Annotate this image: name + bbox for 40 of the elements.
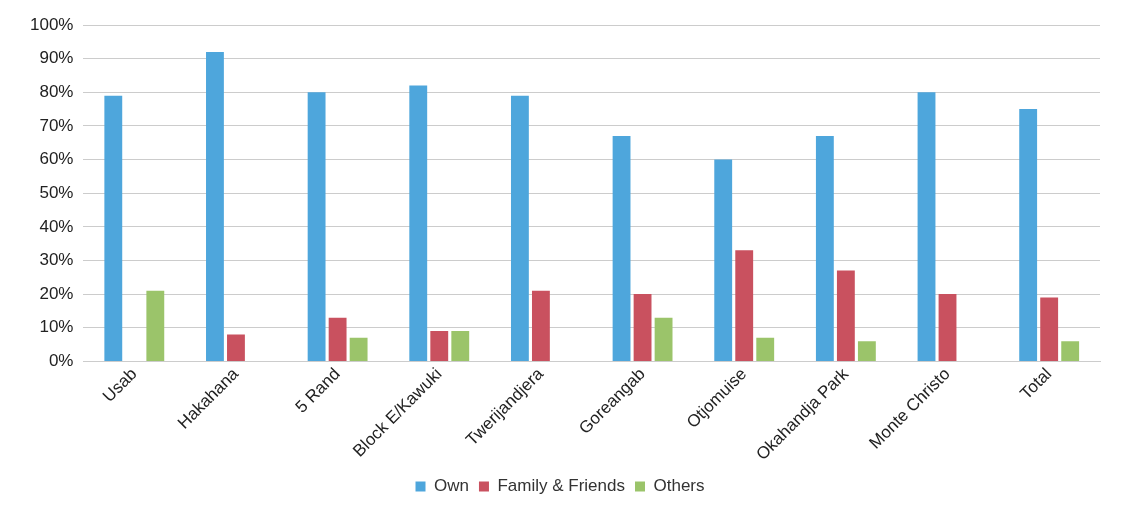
y-tick-label: 20% xyxy=(39,283,74,303)
bar xyxy=(146,290,165,361)
bar xyxy=(938,294,957,361)
bar xyxy=(307,92,326,361)
legend-label: Family & Friends xyxy=(497,476,625,496)
bar xyxy=(612,136,631,361)
bar xyxy=(104,95,123,361)
y-tick-label: 70% xyxy=(39,115,74,135)
y-tick-label: 30% xyxy=(39,250,74,270)
bar xyxy=(1061,341,1080,361)
bar xyxy=(328,317,347,361)
bar xyxy=(917,92,936,361)
bar xyxy=(815,136,834,361)
bar xyxy=(430,331,449,361)
legend-label: Own xyxy=(434,476,469,496)
bar xyxy=(714,159,733,361)
bar xyxy=(857,341,876,361)
bar xyxy=(735,250,754,361)
bar xyxy=(1040,297,1059,361)
bar xyxy=(756,337,775,361)
y-tick-label: 80% xyxy=(39,81,74,101)
bar xyxy=(349,337,368,361)
bar xyxy=(531,290,550,361)
bar xyxy=(206,51,224,361)
bar xyxy=(227,334,245,361)
y-tick-label: 50% xyxy=(39,182,74,202)
y-tick-label: 90% xyxy=(39,48,74,68)
legend-label: Others xyxy=(653,476,705,496)
y-tick-label: 100% xyxy=(30,14,74,34)
y-tick-label: 60% xyxy=(39,149,74,169)
bar xyxy=(409,85,428,361)
y-tick-label: 10% xyxy=(39,317,74,337)
bar xyxy=(510,95,529,361)
bar xyxy=(633,294,652,361)
bar xyxy=(654,317,673,361)
bar xyxy=(1019,109,1038,361)
y-tick-label: 0% xyxy=(48,351,74,371)
y-tick-label: 40% xyxy=(39,216,74,236)
bar xyxy=(451,331,470,361)
bar xyxy=(836,270,855,361)
